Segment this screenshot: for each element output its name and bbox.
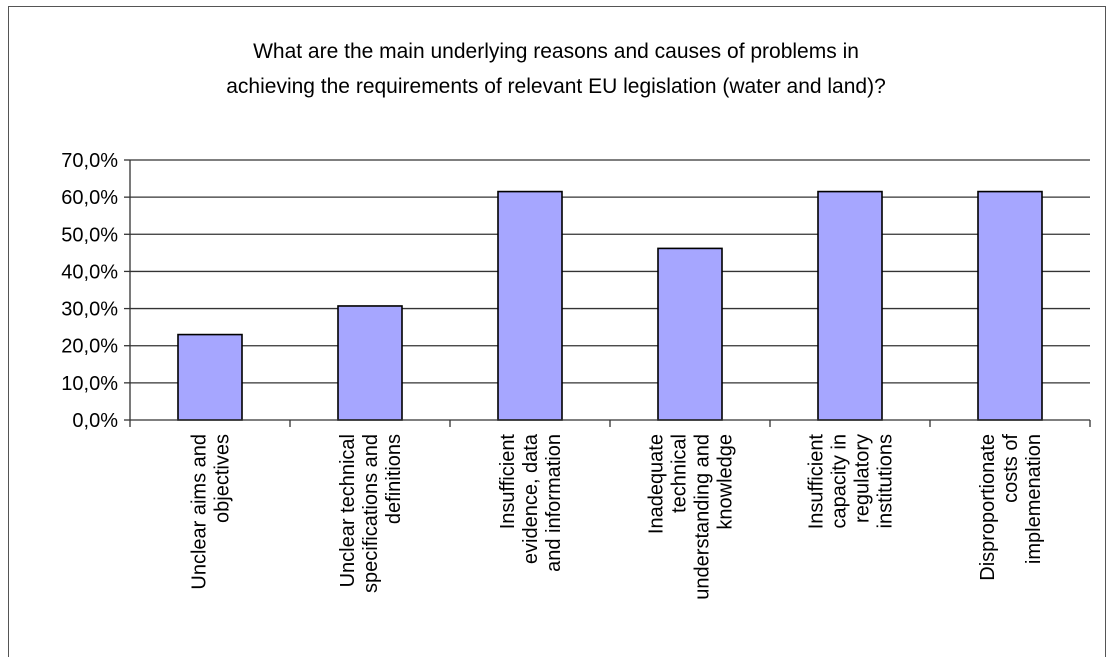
x-category-label-line: Unclear aims and: [189, 434, 211, 590]
x-category-label: Inadequate technical understanding and know…: [646, 434, 737, 600]
x-category-label-line: costs of: [1000, 434, 1022, 503]
bar: [977, 190, 1043, 421]
x-category-label-line: capacity in: [829, 434, 851, 529]
x-category-label-line: Insufficient: [806, 434, 828, 530]
x-category-label: Unclear aims and objectives: [189, 434, 234, 590]
y-tick-label: 20,0%: [61, 336, 118, 358]
x-category-label-line: regulatory: [852, 434, 874, 523]
x-category-label: Disproportionate costs of implemenation: [977, 434, 1045, 581]
bar: [497, 190, 563, 421]
x-category-label-line: technical: [669, 434, 691, 513]
x-category-label-line: Disproportionate: [977, 434, 999, 581]
bars: [177, 190, 1043, 421]
x-category-label: Insufficient capacity in regulatory institu…: [806, 434, 897, 530]
y-tick-label: 70,0%: [61, 150, 118, 172]
bar: [817, 190, 883, 421]
chart-title-line-2: achieving the requirements of relevant E…: [226, 75, 886, 98]
y-tick-label: 40,0%: [61, 261, 118, 283]
x-category-label-line: understanding and: [692, 434, 714, 600]
y-tick-labels: 0,0% 10,0% 20,0% 30,0% 40,0% 50,0% 60,0% 70,0%: [61, 150, 118, 432]
y-tick-label: 60,0%: [61, 187, 118, 209]
x-category-label: Insufficient evidence, data and informatio…: [497, 433, 565, 572]
bar: [657, 247, 723, 421]
x-category-label-line: Insufficient: [497, 434, 519, 530]
x-category-label-line: institutions: [875, 434, 897, 529]
y-tick-label: 30,0%: [61, 299, 118, 321]
x-category-label-line: Unclear technical: [337, 434, 359, 587]
x-category-labels: Unclear aims and objectives Unclear techni…: [189, 433, 1046, 600]
chart-title-line-1: What are the main underlying reasons and…: [253, 40, 859, 63]
x-category-label-line: and information: [543, 434, 565, 572]
chart-frame: [8, 6, 1106, 657]
x-category-label-line: definitions: [383, 434, 405, 524]
y-tick-label: 10,0%: [61, 373, 118, 395]
x-category-label-line: evidence, data: [520, 433, 542, 564]
axes: [124, 159, 1091, 427]
x-category-label: Unclear technical specifications and defin…: [337, 434, 405, 593]
x-category-label-line: Inadequate: [646, 434, 668, 534]
bar: [337, 305, 403, 421]
x-category-label-line: implemenation: [1023, 434, 1045, 564]
y-tick-label: 50,0%: [61, 224, 118, 246]
x-category-label-line: specifications and: [360, 434, 382, 593]
y-tick-label: 0,0%: [72, 410, 118, 432]
x-category-label-line: objectives: [212, 434, 234, 523]
gridlines: [130, 159, 1090, 384]
x-category-label-line: knowledge: [715, 434, 737, 530]
bar: [177, 333, 243, 421]
